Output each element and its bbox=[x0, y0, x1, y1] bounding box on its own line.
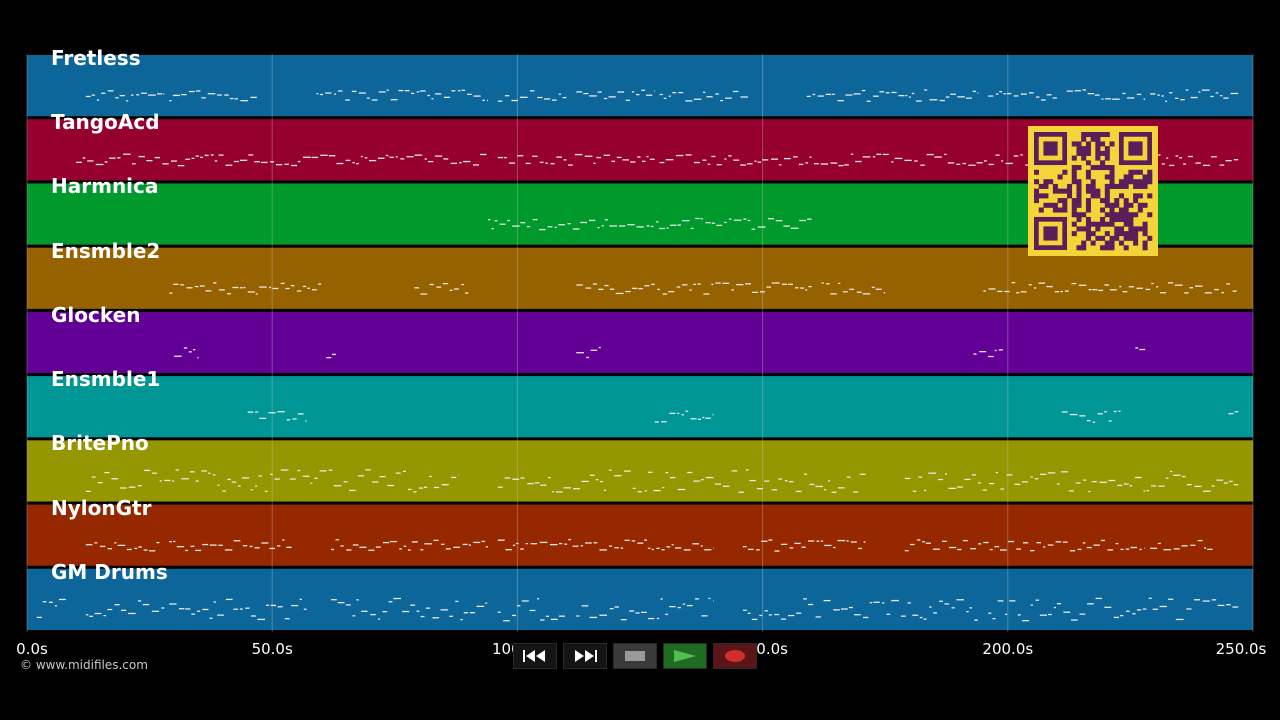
qr-code-icon bbox=[1028, 126, 1158, 256]
record-button[interactable] bbox=[713, 643, 757, 669]
record-icon bbox=[725, 650, 745, 662]
fast-forward-icon bbox=[575, 650, 597, 662]
track-label: Ensmble2 bbox=[51, 238, 161, 263]
time-tick-label: 0.0s bbox=[16, 640, 48, 658]
track-label: Fretless bbox=[51, 46, 141, 70]
track-label: NylonGtr bbox=[51, 495, 152, 520]
track-label: GM Drums bbox=[51, 559, 168, 584]
time-tick-label: 200.0s bbox=[982, 640, 1034, 658]
play-button[interactable] bbox=[663, 643, 707, 669]
transport-controls bbox=[513, 643, 775, 671]
track-lane bbox=[27, 504, 1253, 566]
track-label: Harmnica bbox=[51, 174, 159, 199]
track-label: TangoAcd bbox=[51, 110, 160, 135]
track-label: Ensmble1 bbox=[51, 367, 161, 392]
time-tick-label: 250.0s bbox=[1215, 640, 1267, 658]
rewind-icon bbox=[523, 650, 545, 662]
track-lane bbox=[27, 247, 1253, 309]
track-label: BritePno bbox=[51, 431, 149, 456]
track-lane bbox=[27, 568, 1253, 630]
track-label: Glocken bbox=[51, 302, 141, 327]
rewind-button[interactable] bbox=[513, 643, 557, 669]
time-tick-label: 50.0s bbox=[251, 640, 293, 658]
fast-forward-button[interactable] bbox=[563, 643, 607, 669]
play-icon bbox=[674, 650, 696, 662]
stop-icon bbox=[625, 651, 645, 661]
copyright-text: © www.midifiles.com bbox=[20, 658, 148, 672]
stop-button[interactable] bbox=[613, 643, 657, 669]
track-lane bbox=[27, 55, 1253, 117]
track-lane bbox=[27, 311, 1253, 374]
track-lane bbox=[27, 376, 1253, 438]
